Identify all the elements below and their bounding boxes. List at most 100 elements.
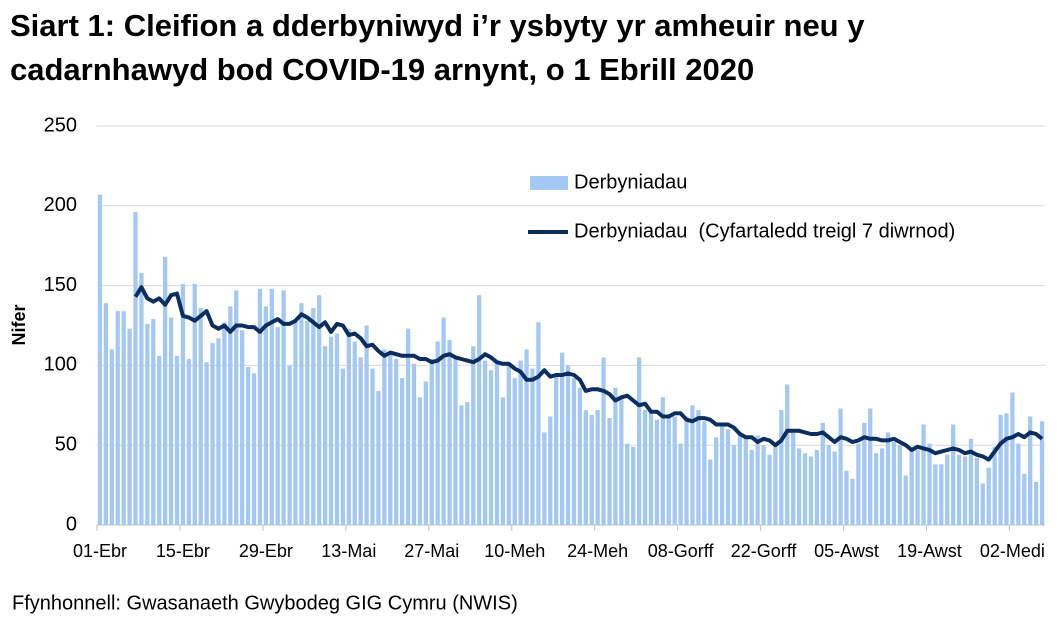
- bar: [322, 346, 328, 525]
- bar: [340, 368, 346, 525]
- bar: [548, 416, 553, 525]
- bar: [1016, 443, 1021, 525]
- bar: [785, 384, 790, 525]
- bar: [346, 328, 351, 525]
- x-tick-label: 01-Ebr: [73, 541, 127, 561]
- bar: [482, 360, 488, 525]
- bar: [678, 443, 683, 525]
- x-tick-label: 29-Ebr: [239, 541, 293, 561]
- bar: [251, 373, 257, 525]
- x-tick-label: 27-Mai: [404, 541, 459, 561]
- bar: [506, 365, 511, 525]
- bar: [459, 405, 464, 525]
- bar: [471, 346, 476, 525]
- x-tick-label: 24-Meh: [567, 541, 628, 561]
- bar: [945, 454, 950, 525]
- chart-title: Siart 1: Cleifion a dderbyniwyd i’r ysby…: [10, 8, 865, 87]
- bar: [115, 311, 120, 525]
- bar: [299, 303, 304, 525]
- legend-label: Derbyniadau (Cyfartaledd treigl 7 diwrno…: [574, 220, 955, 242]
- bar: [856, 443, 861, 525]
- bar: [589, 414, 594, 525]
- bar: [951, 424, 956, 525]
- bar: [477, 295, 482, 525]
- bar: [376, 390, 381, 525]
- y-tick-label: 50: [55, 433, 77, 455]
- bar: [885, 432, 891, 525]
- bar: [755, 435, 760, 525]
- bar: [998, 414, 1003, 525]
- bar: [773, 443, 778, 525]
- bar: [571, 378, 577, 525]
- bar: [400, 378, 405, 525]
- bar: [151, 319, 156, 525]
- bar: [234, 290, 239, 525]
- bar: [554, 374, 559, 525]
- bar: [891, 442, 897, 525]
- bar: [838, 408, 843, 525]
- x-tick-label: 08-Gorff: [648, 541, 715, 561]
- bar: [109, 349, 114, 525]
- bar: [192, 284, 197, 525]
- bar: [317, 295, 322, 525]
- y-tick-label: 100: [44, 354, 77, 376]
- bar: [512, 378, 517, 525]
- bar: [210, 343, 215, 525]
- bar: [163, 256, 168, 525]
- bar: [874, 453, 879, 525]
- bar: [536, 322, 541, 525]
- x-tick-label: 15-Ebr: [156, 541, 210, 561]
- bar: [761, 445, 766, 525]
- bar: [939, 464, 944, 525]
- bar: [1033, 481, 1039, 525]
- bar: [530, 368, 535, 525]
- bar: [956, 454, 962, 525]
- bar: [228, 306, 233, 525]
- bar: [613, 387, 618, 525]
- bar: [897, 445, 902, 525]
- bar: [382, 349, 387, 525]
- bar: [287, 365, 292, 525]
- bar: [559, 352, 565, 525]
- bar: [245, 366, 251, 525]
- title-box: Siart 1: Cleifion a dderbyniwyd i’r ysby…: [10, 8, 865, 87]
- bar: [731, 445, 737, 525]
- bar: [719, 426, 725, 525]
- bar: [127, 328, 132, 525]
- bar: [121, 311, 126, 525]
- bar: [826, 445, 831, 525]
- bar: [927, 443, 932, 525]
- bar: [198, 307, 203, 525]
- bar: [666, 416, 671, 525]
- bar: [334, 333, 340, 525]
- bar: [619, 398, 624, 525]
- bar: [97, 194, 103, 526]
- bar: [577, 387, 583, 525]
- bar: [465, 402, 470, 525]
- bar: [921, 424, 926, 525]
- y-tick-label: 150: [44, 274, 77, 296]
- bar: [103, 303, 109, 525]
- bar: [654, 419, 660, 525]
- bar: [708, 459, 713, 525]
- bar: [737, 435, 742, 525]
- bar: [992, 446, 997, 525]
- bar: [962, 456, 968, 525]
- bar: [909, 448, 914, 525]
- bar: [216, 338, 221, 525]
- bar: [725, 429, 731, 525]
- legend-label: Derbyniadau: [574, 171, 687, 193]
- bar: [637, 357, 642, 525]
- bar: [417, 397, 423, 525]
- bar: [915, 449, 920, 525]
- bar: [352, 341, 357, 525]
- bar: [583, 410, 588, 525]
- bar: [631, 446, 636, 525]
- bar: [672, 416, 677, 525]
- x-tick-label: 05-Awst: [814, 541, 879, 561]
- bar: [974, 457, 979, 525]
- bar: [441, 317, 446, 525]
- bar: [1022, 473, 1027, 525]
